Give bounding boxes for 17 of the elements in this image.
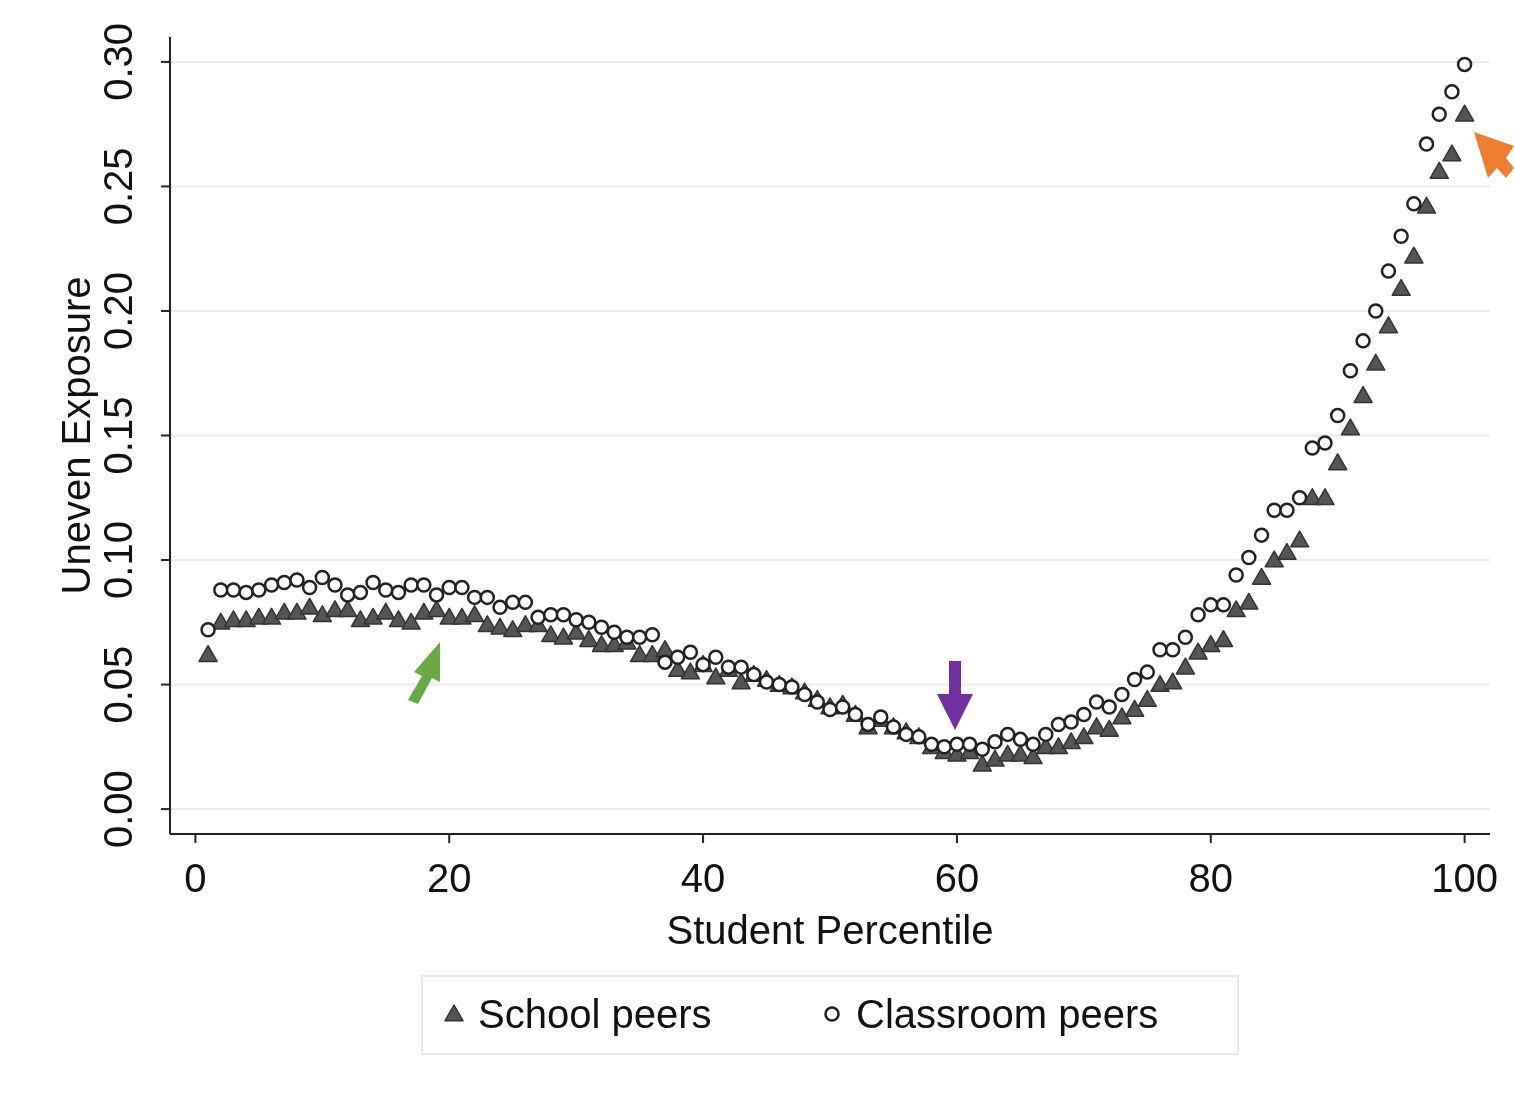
x-axis-title: Student Percentile	[666, 908, 994, 952]
x-tick-label: 40	[680, 856, 726, 900]
x-tick-label: 20	[426, 856, 472, 900]
y-axis-title: Uneven Exposure	[54, 276, 98, 595]
y-tick-label: 0.25	[96, 147, 140, 226]
y-tick-label: 0.30	[96, 22, 140, 101]
y-tick-label: 0.15	[96, 396, 140, 475]
legend-label: School peers	[478, 992, 712, 1036]
x-tick-label: 60	[934, 856, 980, 900]
x-tick-label: 100	[1431, 856, 1498, 900]
x-tick-label: 80	[1188, 856, 1234, 900]
y-tick-label: 0.20	[96, 272, 140, 350]
y-tick-label: 0.10	[96, 521, 140, 599]
legend-label: Classroom peers	[856, 992, 1159, 1036]
y-tick-label: 0.00	[96, 770, 140, 849]
x-tick-label: 0	[184, 856, 207, 900]
y-tick-label: 0.05	[96, 645, 140, 724]
